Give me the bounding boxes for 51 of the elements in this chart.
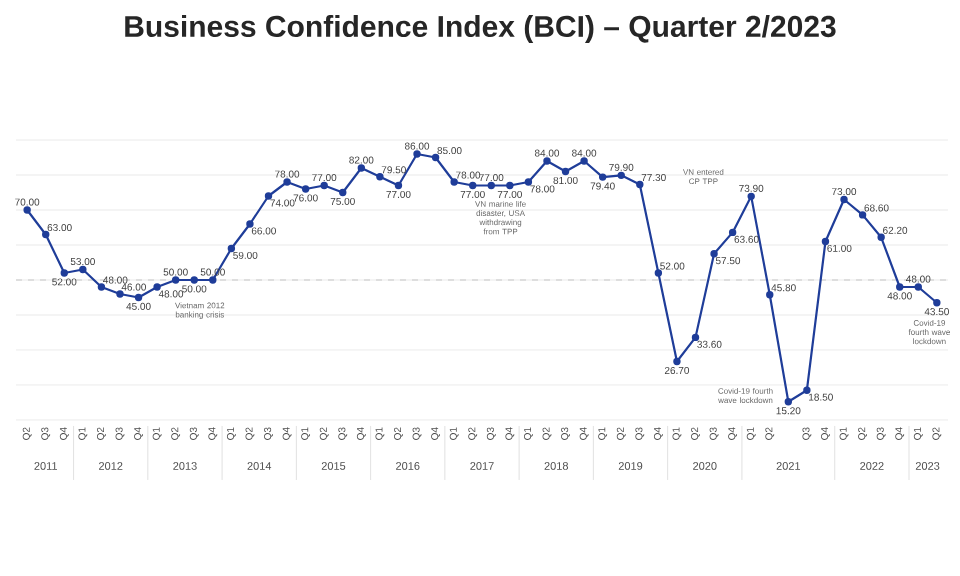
point — [153, 283, 161, 291]
point — [394, 181, 403, 190]
point — [60, 269, 68, 277]
point — [450, 178, 458, 186]
point — [896, 283, 904, 291]
point — [803, 386, 811, 394]
point — [673, 357, 681, 366]
point — [561, 167, 570, 176]
point — [209, 276, 217, 284]
point — [821, 237, 830, 246]
point — [636, 180, 644, 189]
point — [524, 178, 533, 186]
point — [376, 173, 384, 181]
point — [116, 290, 124, 298]
point — [617, 171, 625, 180]
point — [320, 181, 328, 190]
point — [784, 398, 793, 406]
point — [543, 157, 551, 165]
point — [190, 276, 198, 284]
point — [580, 157, 588, 165]
point — [357, 164, 366, 172]
point — [728, 228, 737, 237]
point — [413, 150, 421, 158]
point — [747, 192, 755, 201]
point — [23, 206, 31, 214]
point — [598, 173, 607, 181]
point — [766, 290, 774, 299]
point — [42, 230, 50, 239]
point — [506, 181, 514, 190]
point — [283, 178, 291, 186]
point — [691, 333, 700, 342]
point — [487, 181, 495, 190]
point — [227, 244, 236, 253]
point — [933, 299, 941, 307]
point — [134, 293, 143, 302]
point — [877, 233, 885, 241]
point — [97, 283, 106, 291]
point — [246, 220, 254, 228]
point — [840, 195, 848, 204]
point — [469, 181, 477, 190]
point — [171, 276, 180, 284]
point — [654, 269, 663, 277]
point — [858, 211, 867, 219]
point — [79, 265, 87, 274]
chart-title: Business Confidence Index (BCI) – Quarter 2/2023 — [125, 15, 836, 43]
point — [264, 192, 273, 200]
point — [301, 185, 310, 193]
point — [710, 250, 718, 258]
point — [914, 283, 922, 291]
point — [339, 188, 347, 197]
point — [431, 153, 440, 162]
